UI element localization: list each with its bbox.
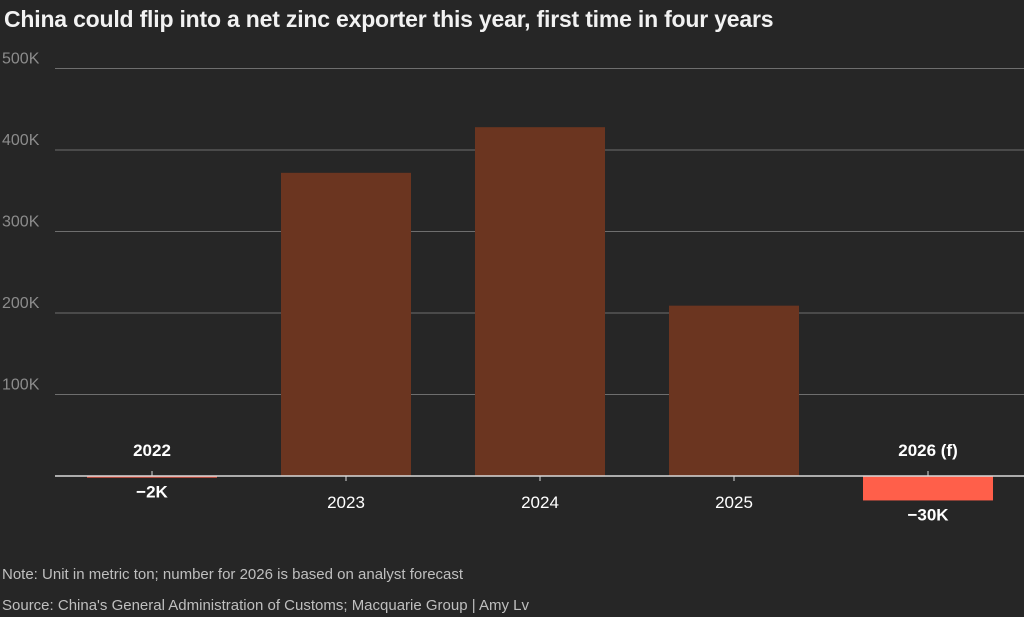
bar-2023	[281, 172, 411, 476]
bar-2024	[475, 127, 605, 477]
x-tick-label: 2026 (f)	[898, 441, 958, 460]
chart-source: Source: China's General Administration o…	[2, 597, 529, 614]
y-tick-label: 100K	[2, 377, 40, 394]
bar-2026-f	[863, 476, 993, 501]
x-tick-label: 2022	[133, 441, 171, 460]
bars	[87, 127, 993, 501]
x-tick-label: 2023	[327, 493, 365, 512]
y-tick-label: 400K	[2, 132, 40, 149]
y-tick-label: 200K	[2, 295, 40, 312]
x-tick-label: 2025	[715, 493, 753, 512]
bar-chart: 100K 200K 300K 400K 500K 2022 −2K 2023 2024 2025 2…	[2, 51, 1024, 525]
data-label: −2K	[136, 483, 168, 502]
axis	[55, 471, 1024, 481]
y-tick-label: 500K	[2, 51, 40, 68]
bar-2022	[87, 476, 217, 478]
labels: 100K 200K 300K 400K 500K 2022 −2K 2023 2024 2025 2…	[2, 51, 958, 525]
y-tick-label: 300K	[2, 214, 40, 231]
x-tick-label: 2024	[521, 493, 559, 512]
bar-2025	[669, 305, 799, 476]
chart-note: Note: Unit in metric ton; number for 202…	[2, 566, 464, 583]
data-label: −30K	[907, 505, 949, 524]
chart-title: China could flip into a net zinc exporte…	[4, 6, 774, 32]
